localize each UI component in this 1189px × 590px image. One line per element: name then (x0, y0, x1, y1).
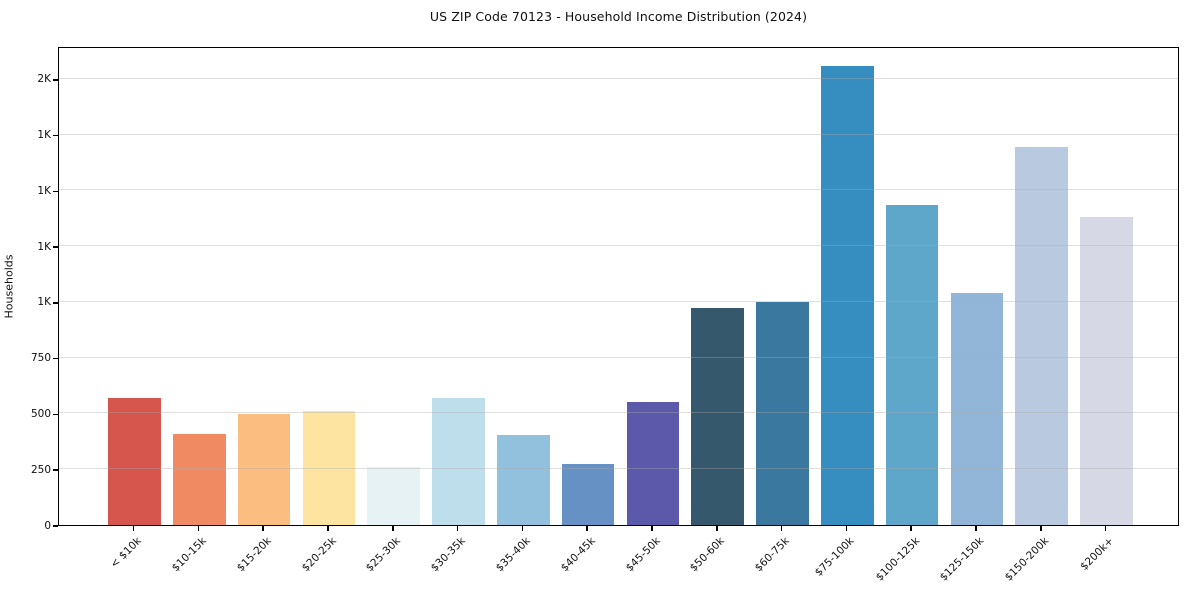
gridline (59, 245, 1178, 247)
x-tick-mark (1104, 526, 1107, 531)
y-tick-mark (53, 190, 58, 193)
x-tick-mark (1039, 526, 1042, 531)
bar-15 (1015, 146, 1069, 525)
y-tick-label: 2K (37, 73, 51, 86)
x-tick-mark (197, 526, 200, 531)
y-tick-mark (53, 134, 58, 137)
y-tick-mark (53, 469, 58, 472)
bar-1 (108, 398, 161, 525)
bar-14 (950, 292, 1004, 525)
x-tick-label: $45-50k (623, 535, 663, 575)
x-tick-mark (262, 526, 264, 531)
bar-2 (173, 433, 226, 525)
y-tick-label: 1K (37, 240, 51, 253)
bar-12 (821, 66, 874, 525)
bar-3 (237, 414, 291, 525)
x-tick-label: $75-100k (813, 535, 857, 579)
x-tick-mark (975, 526, 977, 531)
x-tick-mark (327, 526, 329, 531)
x-tick-mark (586, 526, 588, 531)
chart-title: US ZIP Code 70123 - Household Income Dis… (429, 9, 808, 24)
y-tick-mark (53, 525, 58, 527)
x-tick-label: $125-150k (937, 535, 987, 584)
x-tick-label: $200k+ (1078, 535, 1117, 573)
x-tick-mark (132, 526, 135, 531)
y-tick-label: 1K (37, 129, 51, 142)
x-tick-label: $20-25k (299, 535, 339, 575)
gridline (59, 133, 1178, 135)
x-tick-mark (391, 526, 394, 531)
bar-7 (497, 434, 550, 525)
y-tick-mark (53, 78, 58, 81)
y-tick-mark (53, 302, 58, 304)
y-tick-label: 1K (37, 296, 51, 309)
bar-8 (561, 464, 615, 525)
gridline (59, 356, 1178, 358)
x-tick-mark (651, 526, 653, 531)
gridline (59, 189, 1178, 191)
x-tick-mark (780, 526, 783, 531)
x-tick-label: < $10k (108, 535, 145, 571)
x-tick-mark (910, 526, 912, 531)
y-tick-label: 500 (30, 407, 51, 420)
x-tick-label: $100-125k (873, 535, 922, 584)
plot-area (58, 47, 1179, 526)
bar-6 (432, 398, 485, 525)
x-tick-label: $15-20k (234, 535, 274, 575)
x-tick-label: $30-35k (428, 535, 469, 575)
y-tick-label: 0 (44, 519, 51, 532)
y-tick-mark (53, 413, 58, 416)
y-tick-label: 1K (37, 184, 51, 197)
y-axis-label: Households (2, 254, 16, 319)
x-tick-label: $40-45k (558, 535, 598, 575)
x-tick-label: $60-75k (752, 535, 793, 575)
x-tick-label: $35-40k (493, 535, 533, 575)
y-tick-mark (53, 246, 58, 248)
x-tick-mark (845, 526, 848, 531)
x-tick-label: $10-15k (169, 535, 209, 575)
x-tick-label: $50-60k (688, 535, 728, 575)
bar-10 (691, 307, 745, 525)
x-tick-label: $25-30k (364, 535, 404, 575)
x-tick-mark (521, 526, 524, 531)
x-tick-mark (715, 526, 718, 531)
bar-13 (885, 204, 939, 525)
bar-11 (756, 301, 809, 525)
gridline (59, 468, 1178, 470)
gridline (59, 77, 1178, 79)
bar-16 (1080, 217, 1133, 525)
y-tick-mark (53, 357, 58, 360)
y-tick-label: 250 (30, 463, 51, 476)
gridline (59, 300, 1178, 302)
y-tick-label: 750 (30, 352, 51, 365)
x-tick-mark (456, 526, 459, 531)
bar-4 (302, 410, 356, 525)
bar-9 (626, 401, 680, 525)
bar-5 (367, 467, 421, 525)
gridline (59, 412, 1178, 414)
x-tick-label: $150-200k (1002, 535, 1052, 584)
